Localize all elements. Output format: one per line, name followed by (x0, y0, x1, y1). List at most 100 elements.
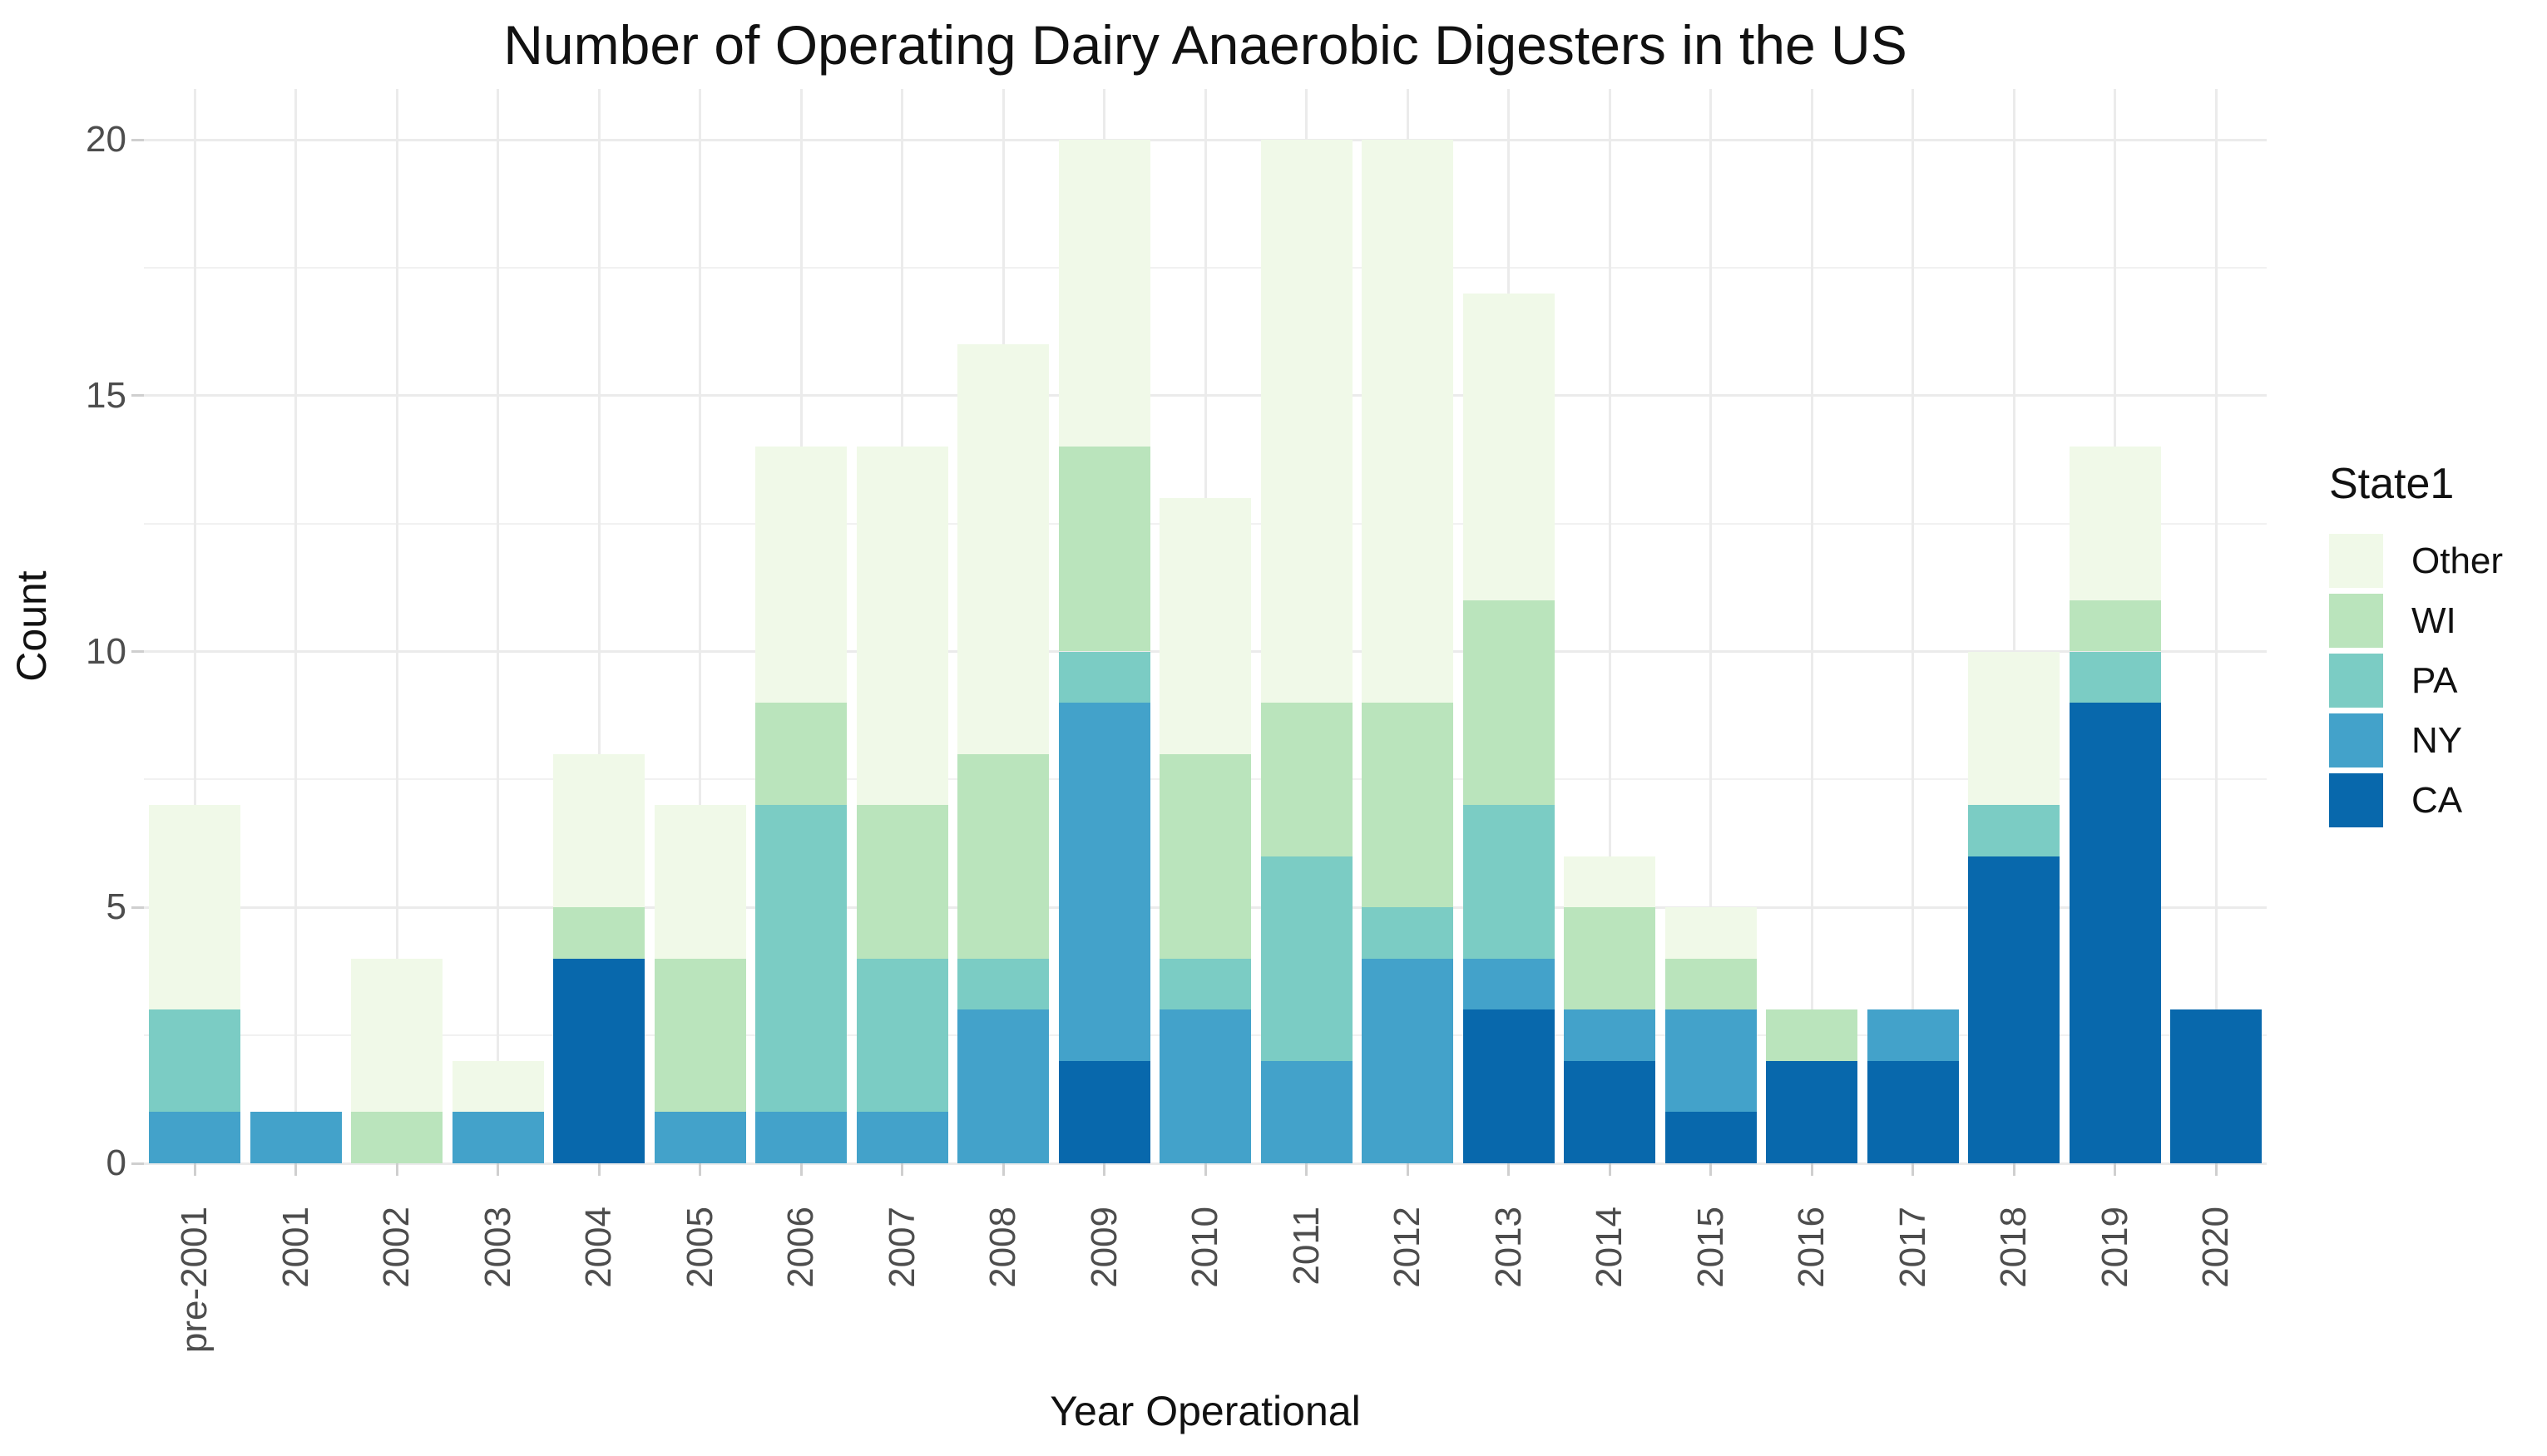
bar-segment-ca-2009 (1058, 1060, 1150, 1163)
bar-segment-ca-2019 (2069, 703, 2161, 1163)
legend-swatch-wi (2329, 594, 2383, 648)
bar-segment-ny-2014 (1564, 1009, 1655, 1061)
bar-segment-ny-2010 (1160, 1009, 1251, 1163)
y-axis-title: Count (8, 570, 55, 682)
x-axis-tick (2012, 1163, 2015, 1176)
legend-title: State1 (2329, 460, 2455, 508)
bar-segment-ny-2006 (755, 1112, 847, 1163)
panel (144, 89, 2267, 1165)
y-axis-tick (131, 906, 144, 909)
x-axis-tick (395, 1163, 398, 1176)
gridline-vertical (699, 89, 701, 1163)
bar-segment-other-2011 (1260, 140, 1353, 703)
bar-segment-wi-2019 (2069, 600, 2161, 652)
gridline-vertical (395, 89, 398, 1163)
gridline-vertical (1810, 89, 1813, 1163)
bar-segment-ny-2007 (856, 1112, 948, 1163)
bar-segment-ca-2013 (1462, 1009, 1555, 1163)
x-axis-tick (1305, 1163, 1308, 1176)
bar-segment-ny-2008 (957, 1009, 1049, 1163)
x-axis-tick (294, 1163, 297, 1176)
legend-label-pa: PA (2411, 660, 2458, 701)
x-axis-tick (1406, 1163, 1409, 1176)
x-axis-tick (497, 1163, 499, 1176)
bar-segment-pa-2006 (755, 805, 847, 1113)
bar-segment-ca-2015 (1664, 1112, 1757, 1163)
bar-segment-other-2004 (553, 753, 645, 908)
bar-segment-other-2008 (957, 344, 1049, 754)
bar-segment-other-pre-2001 (149, 805, 240, 1010)
bar-segment-other-2010 (1160, 497, 1251, 754)
legend-rows: Other WI PA NY CA (2329, 534, 2547, 827)
x-axis-tick (1103, 1163, 1105, 1176)
bar-segment-other-2003 (452, 1060, 544, 1113)
bar-segment-pa-2008 (957, 958, 1049, 1010)
legend-swatch-other (2329, 534, 2383, 588)
y-axis-tick (131, 650, 144, 653)
chart-title: Number of Operating Dairy Anaerobic Dige… (503, 14, 1907, 76)
x-axis-tick (1709, 1163, 1712, 1176)
bar-segment-wi-2005 (654, 958, 746, 1113)
legend-label-wi: WI (2411, 600, 2456, 641)
bar-segment-other-2014 (1564, 856, 1655, 908)
bar-segment-wi-2006 (755, 703, 847, 806)
bar-segment-pa-2009 (1058, 651, 1150, 703)
legend-swatch-ca (2329, 773, 2383, 827)
bar-segment-ny-pre-2001 (149, 1112, 240, 1163)
legend-swatch-ny (2329, 713, 2383, 767)
x-axis-tick (1911, 1163, 1914, 1176)
bar-segment-other-2013 (1462, 293, 1555, 600)
bar-segment-ny-2009 (1058, 703, 1150, 1061)
y-tick-label: 5 (106, 886, 126, 928)
legend-row-pa: PA (2329, 654, 2547, 708)
bar-segment-other-2005 (654, 805, 746, 959)
x-axis-tick (1608, 1163, 1611, 1176)
x-axis-tick (1204, 1163, 1207, 1176)
x-axis-tick (1810, 1163, 1813, 1176)
bar-segment-wi-2004 (553, 907, 645, 959)
bar-segment-wi-2007 (856, 805, 948, 959)
bar-segment-wi-2015 (1664, 958, 1757, 1010)
gridline-vertical (2214, 89, 2218, 1163)
bar-segment-other-2007 (856, 447, 948, 806)
bar-segment-other-2012 (1362, 140, 1453, 703)
bar-segment-ca-2017 (1867, 1060, 1959, 1163)
x-axis-tick (799, 1163, 803, 1176)
bar-segment-wi-2011 (1260, 703, 1353, 856)
bar-segment-other-2009 (1058, 140, 1150, 447)
legend-label-ny: NY (2411, 720, 2463, 761)
bar-segment-ca-2004 (553, 958, 645, 1163)
x-axis-tick (2214, 1163, 2218, 1176)
bar-segment-ny-2003 (452, 1112, 544, 1163)
bar-segment-pa-2018 (1968, 805, 2060, 856)
bar-segment-wi-2012 (1362, 703, 1453, 908)
bar-segment-ca-2018 (1968, 856, 2060, 1163)
x-axis-tick (1507, 1163, 1510, 1176)
bar-segment-ny-2013 (1462, 958, 1555, 1010)
legend-label-other: Other (2411, 540, 2504, 581)
legend-swatch-pa (2329, 654, 2383, 708)
gridline-vertical (2012, 89, 2015, 1163)
legend-row-ca: CA (2329, 773, 2547, 827)
bar-segment-ny-2001 (250, 1112, 342, 1163)
bar-segment-ca-2014 (1564, 1060, 1655, 1163)
bar-segment-ny-2017 (1867, 1009, 1959, 1061)
bar-segment-wi-2013 (1462, 600, 1555, 806)
gridline-vertical (597, 89, 601, 1163)
bar-segment-pa-2019 (2069, 651, 2161, 703)
bar-segment-ny-2005 (654, 1112, 746, 1163)
x-axis-tick (1001, 1163, 1005, 1176)
y-tick-label: 0 (106, 1143, 126, 1183)
legend: State1 Other WI PA NY CA (2329, 459, 2547, 833)
bar-segment-pa-2011 (1260, 856, 1353, 1061)
bar-segment-pa-2007 (856, 958, 948, 1113)
bar-segment-ca-2020 (2170, 1009, 2262, 1163)
bar-segment-other-2019 (2069, 447, 2161, 600)
bar-segment-ny-2012 (1362, 958, 1453, 1163)
gridline-vertical (1608, 89, 1611, 1163)
bar-segment-other-2002 (351, 958, 443, 1113)
x-axis-tick (2114, 1163, 2116, 1176)
x-axis-tick (901, 1163, 903, 1176)
bar-segment-ny-2015 (1664, 1009, 1757, 1113)
